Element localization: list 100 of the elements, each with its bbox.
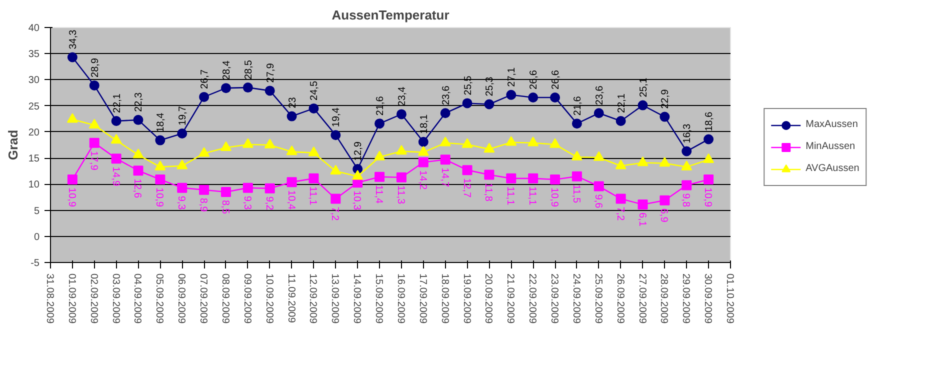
y-tick-label: -5 (30, 258, 40, 269)
data-label: 17,9 (88, 150, 99, 171)
x-tick-label: 09.09.2009 (241, 274, 252, 324)
data-label: 10,9 (702, 187, 714, 208)
point (462, 165, 472, 176)
x-tick-label: 12.09.2009 (307, 274, 318, 324)
x-tick-label: 17.09.2009 (416, 274, 428, 324)
point (177, 128, 188, 138)
point (659, 157, 670, 167)
point (89, 80, 100, 90)
point (704, 134, 714, 144)
point (308, 173, 319, 184)
point (198, 147, 210, 157)
point (681, 160, 692, 170)
point (593, 151, 604, 161)
point (111, 116, 122, 126)
x-tick-label: 03.09.2009 (110, 274, 121, 324)
point (264, 183, 275, 194)
point (308, 146, 320, 156)
point (330, 130, 341, 140)
y-tick-label: 30 (28, 75, 40, 86)
x-tick-label: 02.09.2009 (88, 274, 99, 324)
point (594, 108, 604, 118)
point (133, 114, 144, 125)
point (616, 116, 626, 126)
data-label: 11,3 (394, 185, 406, 205)
data-label: 6,9 (658, 208, 670, 223)
data-label: 11,4 (373, 184, 384, 204)
data-label: 11,1 (526, 186, 538, 206)
point (374, 118, 385, 129)
x-tick-label: 14.09.2009 (351, 274, 362, 324)
point (440, 154, 450, 165)
data-label: 23,6 (594, 85, 606, 106)
point (418, 136, 428, 147)
data-label: 12,6 (132, 178, 143, 198)
point (330, 164, 342, 174)
data-label: 11,1 (504, 186, 516, 206)
data-label: 12,7 (460, 178, 472, 198)
data-label: 14,2 (416, 170, 428, 190)
point (220, 141, 232, 151)
x-tick-label: 11.09.2009 (285, 274, 296, 324)
point (660, 195, 670, 206)
x-tick-label: 23.09.2009 (548, 274, 560, 324)
x-tick-label: 27.09.2009 (636, 274, 648, 324)
data-label: 9,3 (241, 196, 252, 210)
point (484, 170, 494, 180)
data-label: 24,5 (309, 80, 320, 100)
data-label: 10,9 (548, 187, 560, 208)
y-tick-label: 40 (28, 23, 40, 34)
data-label: 16,3 (682, 123, 694, 144)
data-label: 7,2 (329, 206, 340, 222)
point (154, 160, 166, 170)
data-label: 11,5 (570, 184, 582, 204)
data-label: 28,4 (221, 60, 232, 80)
point (660, 112, 670, 122)
data-label: 9,2 (263, 196, 274, 211)
y-tick-label: 0 (34, 232, 40, 243)
x-tick-label: 20.09.2009 (482, 274, 494, 324)
data-label: 8,5 (219, 200, 230, 214)
data-label: 23,4 (396, 86, 408, 106)
x-tick-label: 01.09.2009 (66, 274, 77, 324)
point (682, 146, 692, 156)
point (637, 156, 648, 166)
x-tick-label: 24.09.2009 (570, 274, 582, 324)
x-tick-label: 22.09.2009 (526, 274, 538, 324)
data-label: 21,6 (572, 96, 584, 116)
point (550, 92, 560, 102)
point (572, 171, 582, 182)
point (111, 154, 122, 164)
point (528, 92, 538, 102)
point (220, 83, 231, 94)
x-tick-label: 13.09.2009 (329, 274, 340, 324)
x-tick-label: 15.09.2009 (373, 274, 384, 324)
point (550, 174, 560, 184)
x-tick-label: 31.08.2009 (44, 274, 55, 324)
point (220, 187, 231, 197)
x-tick-label: 19.09.2009 (460, 274, 472, 324)
point (572, 118, 582, 129)
data-label: 9,8 (680, 193, 692, 208)
chart-title: AussenTemperatur (332, 8, 450, 22)
point (330, 194, 341, 204)
point (242, 82, 253, 93)
point (550, 138, 561, 148)
x-tick-label: 30.09.2009 (702, 274, 714, 324)
y-tick-label: 15 (28, 154, 40, 165)
point (571, 150, 582, 160)
y-tick-label: 35 (28, 49, 40, 60)
x-tick-label: 26.09.2009 (614, 274, 626, 324)
point (155, 135, 166, 146)
point (264, 138, 276, 148)
point (484, 142, 495, 153)
legend-label: MinAussen (806, 141, 856, 152)
data-label: 19,4 (331, 107, 342, 128)
point (396, 109, 406, 120)
x-tick-label: 29.09.2009 (680, 274, 692, 324)
point (396, 144, 407, 155)
x-tick-label: 25.09.2009 (592, 274, 604, 324)
x-tick-label: 16.09.2009 (394, 274, 406, 324)
point (133, 166, 144, 176)
point (418, 146, 429, 156)
